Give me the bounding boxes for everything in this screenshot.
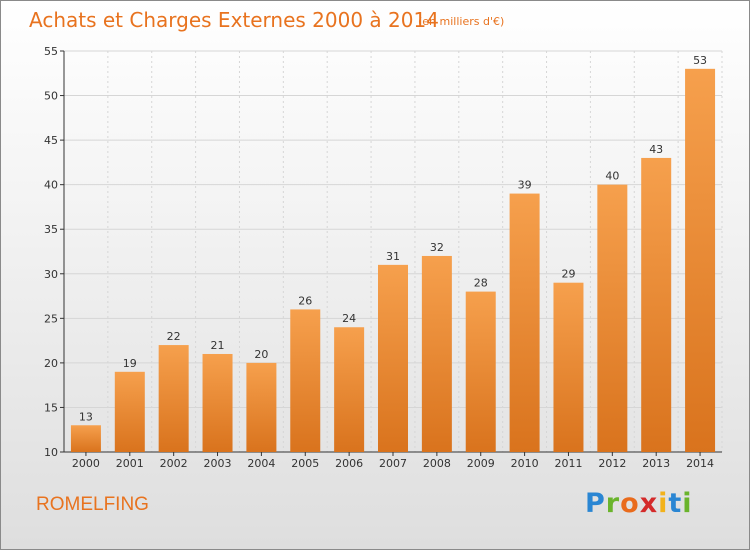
data-label-2008: 32 [430,241,444,254]
bar-2013 [641,157,672,452]
chart-subtitle: (en milliers d'€) [418,15,505,28]
bar-2001 [114,371,145,452]
y-tick-labels: 10 15 20 25 30 35 40 45 50 55 [44,45,58,459]
y-tick-label-25: 25 [44,312,58,325]
y-tick-label-35: 35 [44,223,58,236]
x-tick-label-2007: 2007 [379,457,407,470]
data-labels: 13 19 22 21 20 26 24 31 32 28 39 29 40 43 53 [79,54,707,423]
bar-2014 [685,68,716,453]
bar-2012 [597,184,628,452]
y-tick-label-10: 10 [44,446,58,459]
x-tick-label-2011: 2011 [554,457,582,470]
bar-2002 [158,345,189,452]
x-tick-label-2012: 2012 [598,457,626,470]
bar-2000 [70,425,101,452]
data-label-2011: 29 [561,268,575,281]
data-label-2012: 40 [605,170,619,183]
y-tick-label-30: 30 [44,268,58,281]
x-tick-label-2006: 2006 [335,457,363,470]
data-label-2007: 31 [386,250,400,263]
x-tick-label-2000: 2000 [72,457,100,470]
commune-name: ROMELFING [36,494,149,515]
y-tick-label-15: 15 [44,401,58,414]
bar-2003 [202,353,233,452]
data-label-2004: 20 [254,348,268,361]
y-tick-label-50: 50 [44,90,58,103]
data-label-2010: 39 [518,179,532,192]
x-tick-label-2003: 2003 [204,457,232,470]
x-tick-label-2008: 2008 [423,457,451,470]
data-label-2001: 19 [123,357,137,370]
x-tick-label-2014: 2014 [686,457,714,470]
data-label-2014: 53 [693,54,707,67]
x-tick-label-2001: 2001 [116,457,144,470]
y-tick-label-40: 40 [44,179,58,192]
data-label-2006: 24 [342,312,356,325]
bar-2004 [246,362,277,452]
x-tick-label-2010: 2010 [511,457,539,470]
x-tick-label-2004: 2004 [247,457,275,470]
bar-2010 [509,193,540,453]
y-tick-label-55: 55 [44,45,58,58]
data-label-2003: 21 [211,339,225,352]
data-label-2005: 26 [298,294,312,307]
x-tick-label-2005: 2005 [291,457,319,470]
chart-title: Achats et Charges Externes 2000 à 2014 [29,8,439,32]
data-label-2013: 43 [649,143,663,156]
x-tick-label-2002: 2002 [160,457,188,470]
x-tick-labels: 2000 2001 2002 2003 2004 2005 2006 2007 2008 2009… [72,457,714,470]
data-label-2002: 22 [167,330,181,343]
bar-2011 [553,282,584,452]
y-tick-label-20: 20 [44,357,58,370]
bar-2007 [378,264,408,452]
bar-2009 [465,291,496,452]
y-tick-label-45: 45 [44,134,58,147]
proxiti-logo: Proxiti [585,488,693,519]
data-label-2000: 13 [79,410,93,423]
bar-2006 [334,327,365,452]
data-label-2009: 28 [474,277,488,290]
bars [70,68,716,453]
x-tick-label-2009: 2009 [467,457,495,470]
x-tick-label-2013: 2013 [642,457,670,470]
bar-2005 [290,309,321,452]
bar-2008 [421,255,452,452]
